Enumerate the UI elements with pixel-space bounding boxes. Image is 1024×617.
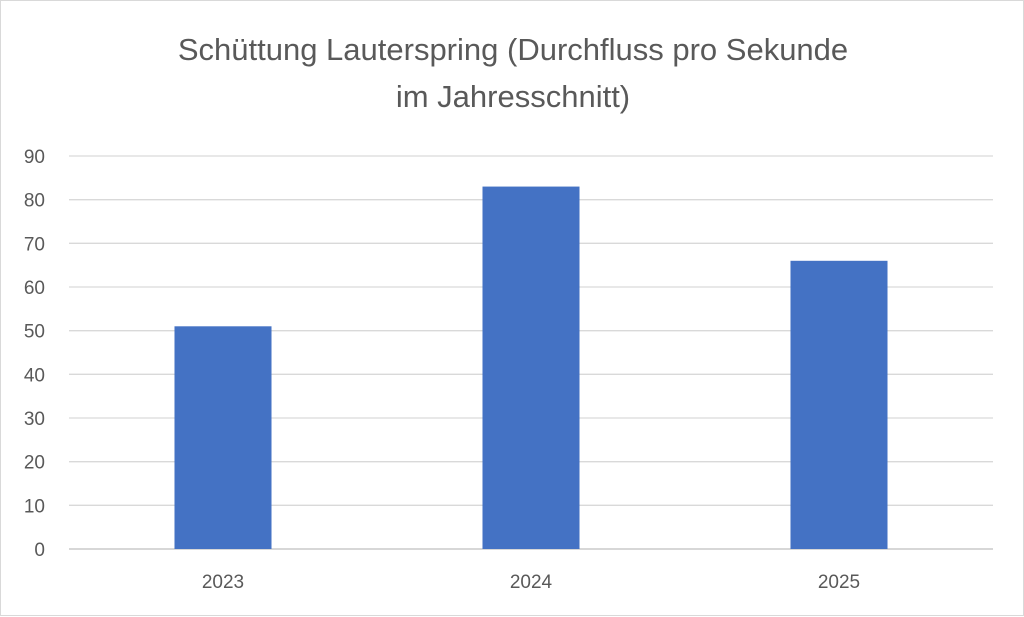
x-tick-label: 2025 <box>818 572 860 593</box>
y-tick-label: 50 <box>24 322 45 343</box>
y-tick-label: 70 <box>24 234 45 255</box>
bars <box>174 186 888 550</box>
y-tick-label: 20 <box>24 453 45 474</box>
chart-title-line-2: im Jahresschnitt) <box>396 79 630 114</box>
y-tick-label: 10 <box>24 496 45 517</box>
bar-2023 <box>174 326 272 549</box>
y-tick-label: 0 <box>34 540 45 561</box>
y-tick-label: 60 <box>24 278 45 299</box>
x-tick-label: 2024 <box>510 572 553 593</box>
bar-2024 <box>482 186 580 550</box>
y-tick-label: 90 <box>24 147 45 168</box>
y-tick-label: 40 <box>24 365 45 386</box>
y-tick-label: 80 <box>24 191 45 212</box>
x-tick-label: 2023 <box>202 572 244 593</box>
y-axis-ticks: 0 10 20 30 40 50 60 70 80 90 <box>24 147 45 561</box>
chart-title: Schüttung Lauterspring (Durchfluss pro S… <box>178 32 848 114</box>
y-tick-label: 30 <box>24 409 45 430</box>
x-axis-ticks: 2023 2024 2025 <box>202 572 860 593</box>
bar-2025 <box>790 260 888 549</box>
chart-title-line-1: Schüttung Lauterspring (Durchfluss pro S… <box>178 32 848 67</box>
